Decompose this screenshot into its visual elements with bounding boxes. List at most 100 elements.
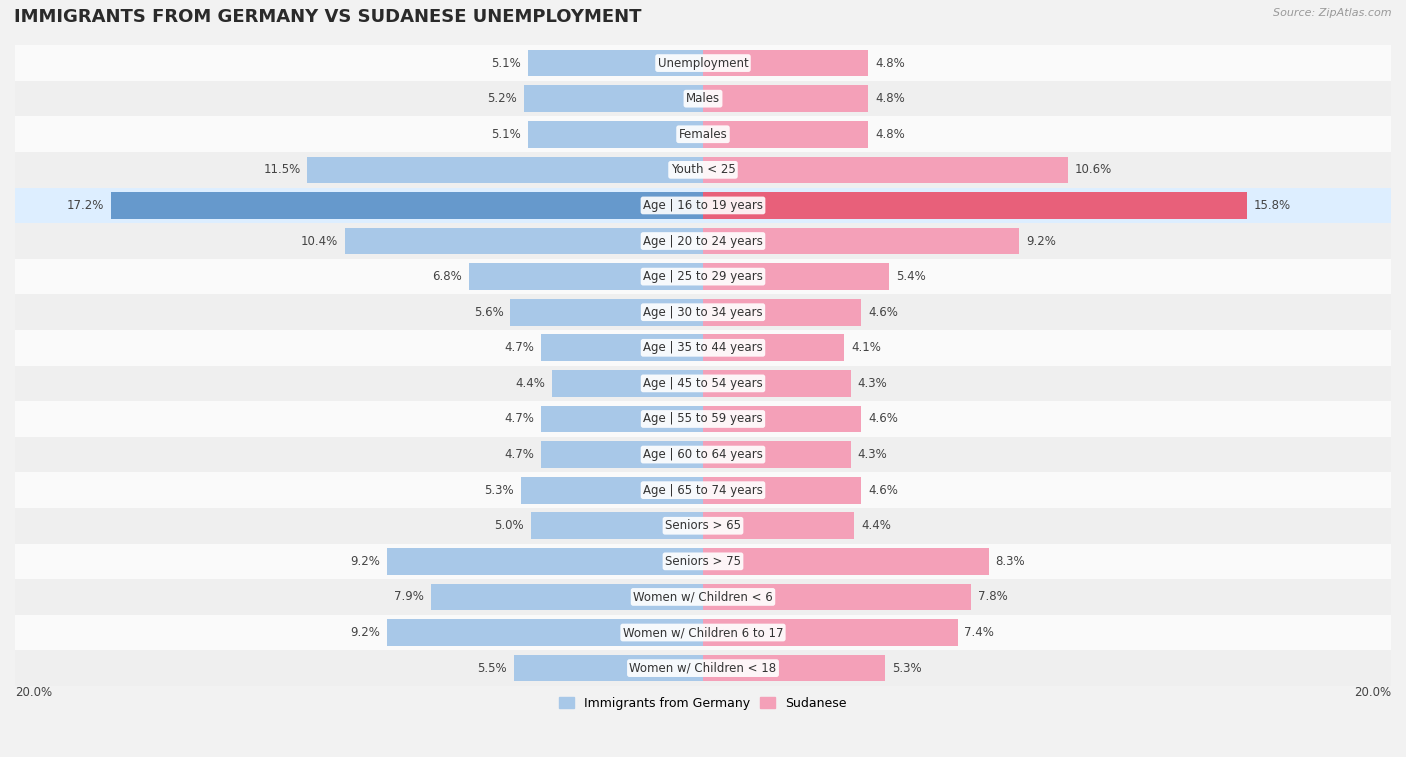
Bar xyxy=(703,50,868,76)
Text: 20.0%: 20.0% xyxy=(15,686,52,699)
Bar xyxy=(703,192,1247,219)
Text: 5.5%: 5.5% xyxy=(477,662,508,674)
Bar xyxy=(15,259,1391,294)
Bar xyxy=(703,477,862,503)
Text: 4.7%: 4.7% xyxy=(505,413,534,425)
Text: 7.4%: 7.4% xyxy=(965,626,994,639)
Bar xyxy=(703,512,855,539)
Text: Women w/ Children < 6: Women w/ Children < 6 xyxy=(633,590,773,603)
Bar xyxy=(15,188,1391,223)
Text: 4.4%: 4.4% xyxy=(862,519,891,532)
Text: 4.8%: 4.8% xyxy=(875,57,904,70)
Text: 4.8%: 4.8% xyxy=(875,128,904,141)
Bar xyxy=(15,508,1391,544)
Text: 4.3%: 4.3% xyxy=(858,377,887,390)
Bar xyxy=(703,121,868,148)
Text: 9.2%: 9.2% xyxy=(1026,235,1056,248)
Text: 17.2%: 17.2% xyxy=(67,199,104,212)
Text: Males: Males xyxy=(686,92,720,105)
Bar xyxy=(541,335,703,361)
Bar xyxy=(346,228,703,254)
Bar xyxy=(513,655,703,681)
Bar xyxy=(15,45,1391,81)
Text: 9.2%: 9.2% xyxy=(350,626,380,639)
Bar xyxy=(387,619,703,646)
Bar xyxy=(470,263,703,290)
Bar xyxy=(527,50,703,76)
Bar xyxy=(520,477,703,503)
Text: 5.3%: 5.3% xyxy=(484,484,513,497)
Text: 5.1%: 5.1% xyxy=(491,57,520,70)
Bar xyxy=(15,294,1391,330)
Text: 4.3%: 4.3% xyxy=(858,448,887,461)
Text: Age | 25 to 29 years: Age | 25 to 29 years xyxy=(643,270,763,283)
Bar xyxy=(703,655,886,681)
Text: Age | 65 to 74 years: Age | 65 to 74 years xyxy=(643,484,763,497)
Text: Seniors > 75: Seniors > 75 xyxy=(665,555,741,568)
Bar xyxy=(387,548,703,575)
Text: 8.3%: 8.3% xyxy=(995,555,1025,568)
Bar xyxy=(524,86,703,112)
Bar xyxy=(527,121,703,148)
Bar xyxy=(551,370,703,397)
Text: 5.4%: 5.4% xyxy=(896,270,925,283)
Text: 7.8%: 7.8% xyxy=(979,590,1008,603)
Bar xyxy=(703,584,972,610)
Text: 5.1%: 5.1% xyxy=(491,128,520,141)
Bar xyxy=(703,619,957,646)
Bar xyxy=(111,192,703,219)
Bar xyxy=(15,223,1391,259)
Text: 15.8%: 15.8% xyxy=(1253,199,1291,212)
Text: Source: ZipAtlas.com: Source: ZipAtlas.com xyxy=(1274,8,1392,17)
Bar xyxy=(15,152,1391,188)
Bar xyxy=(510,299,703,326)
Text: Women w/ Children < 18: Women w/ Children < 18 xyxy=(630,662,776,674)
Bar xyxy=(15,544,1391,579)
Text: Seniors > 65: Seniors > 65 xyxy=(665,519,741,532)
Bar xyxy=(703,548,988,575)
Bar xyxy=(703,441,851,468)
Text: 4.6%: 4.6% xyxy=(868,413,898,425)
Text: Age | 30 to 34 years: Age | 30 to 34 years xyxy=(643,306,763,319)
Text: 5.6%: 5.6% xyxy=(474,306,503,319)
Text: 11.5%: 11.5% xyxy=(263,164,301,176)
Text: Youth < 25: Youth < 25 xyxy=(671,164,735,176)
Text: 5.2%: 5.2% xyxy=(488,92,517,105)
Text: 4.4%: 4.4% xyxy=(515,377,544,390)
Text: Age | 20 to 24 years: Age | 20 to 24 years xyxy=(643,235,763,248)
Bar xyxy=(15,437,1391,472)
Text: Women w/ Children 6 to 17: Women w/ Children 6 to 17 xyxy=(623,626,783,639)
Bar xyxy=(15,330,1391,366)
Text: 4.7%: 4.7% xyxy=(505,448,534,461)
Text: 10.6%: 10.6% xyxy=(1074,164,1112,176)
Text: 4.8%: 4.8% xyxy=(875,92,904,105)
Bar xyxy=(703,335,844,361)
Bar xyxy=(703,86,868,112)
Text: 20.0%: 20.0% xyxy=(1354,686,1391,699)
Text: Age | 60 to 64 years: Age | 60 to 64 years xyxy=(643,448,763,461)
Text: Age | 55 to 59 years: Age | 55 to 59 years xyxy=(643,413,763,425)
Bar xyxy=(15,472,1391,508)
Text: 5.0%: 5.0% xyxy=(495,519,524,532)
Bar xyxy=(703,299,862,326)
Legend: Immigrants from Germany, Sudanese: Immigrants from Germany, Sudanese xyxy=(554,692,852,715)
Bar xyxy=(703,370,851,397)
Text: Age | 16 to 19 years: Age | 16 to 19 years xyxy=(643,199,763,212)
Bar xyxy=(703,263,889,290)
Text: 6.8%: 6.8% xyxy=(433,270,463,283)
Bar xyxy=(15,615,1391,650)
Text: Age | 45 to 54 years: Age | 45 to 54 years xyxy=(643,377,763,390)
Text: 4.1%: 4.1% xyxy=(851,341,880,354)
Text: Unemployment: Unemployment xyxy=(658,57,748,70)
Text: 4.7%: 4.7% xyxy=(505,341,534,354)
Bar xyxy=(15,117,1391,152)
Text: Females: Females xyxy=(679,128,727,141)
Text: 4.6%: 4.6% xyxy=(868,484,898,497)
Bar xyxy=(15,579,1391,615)
Bar xyxy=(432,584,703,610)
Bar xyxy=(15,366,1391,401)
Text: IMMIGRANTS FROM GERMANY VS SUDANESE UNEMPLOYMENT: IMMIGRANTS FROM GERMANY VS SUDANESE UNEM… xyxy=(14,8,641,26)
Text: Age | 35 to 44 years: Age | 35 to 44 years xyxy=(643,341,763,354)
Bar xyxy=(541,406,703,432)
Text: 5.3%: 5.3% xyxy=(893,662,922,674)
